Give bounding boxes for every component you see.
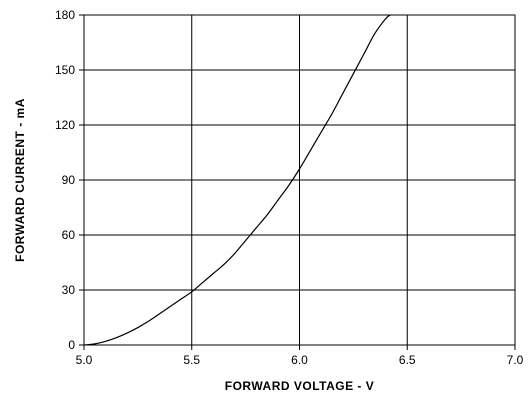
grid-lines bbox=[84, 15, 515, 345]
x-tick-label-5.0: 5.0 bbox=[76, 353, 93, 367]
x-axis-title: FORWARD VOLTAGE - V bbox=[225, 379, 375, 393]
x-axis-ticks: 5.0 5.5 6.0 6.5 7.0 bbox=[76, 345, 524, 367]
y-tick-label-120: 120 bbox=[55, 118, 75, 132]
x-tick-label-5.5: 5.5 bbox=[183, 353, 200, 367]
y-axis-ticks: 0 30 60 90 120 150 180 bbox=[55, 8, 84, 352]
series-layer bbox=[83, 14, 391, 346]
y-axis-title: FORWARD CURRENT - mA bbox=[13, 98, 27, 262]
y-tick-label-90: 90 bbox=[62, 173, 76, 187]
y-tick-label-60: 60 bbox=[62, 228, 76, 242]
y-tick-label-150: 150 bbox=[55, 63, 75, 77]
x-tick-label-7.0: 7.0 bbox=[507, 353, 524, 367]
x-tick-label-6.0: 6.0 bbox=[291, 353, 308, 367]
y-tick-label-30: 30 bbox=[62, 283, 76, 297]
x-tick-label-6.5: 6.5 bbox=[399, 353, 416, 367]
series-line-0 bbox=[83, 14, 391, 346]
y-tick-label-180: 180 bbox=[55, 8, 75, 22]
y-tick-label-0: 0 bbox=[68, 338, 75, 352]
